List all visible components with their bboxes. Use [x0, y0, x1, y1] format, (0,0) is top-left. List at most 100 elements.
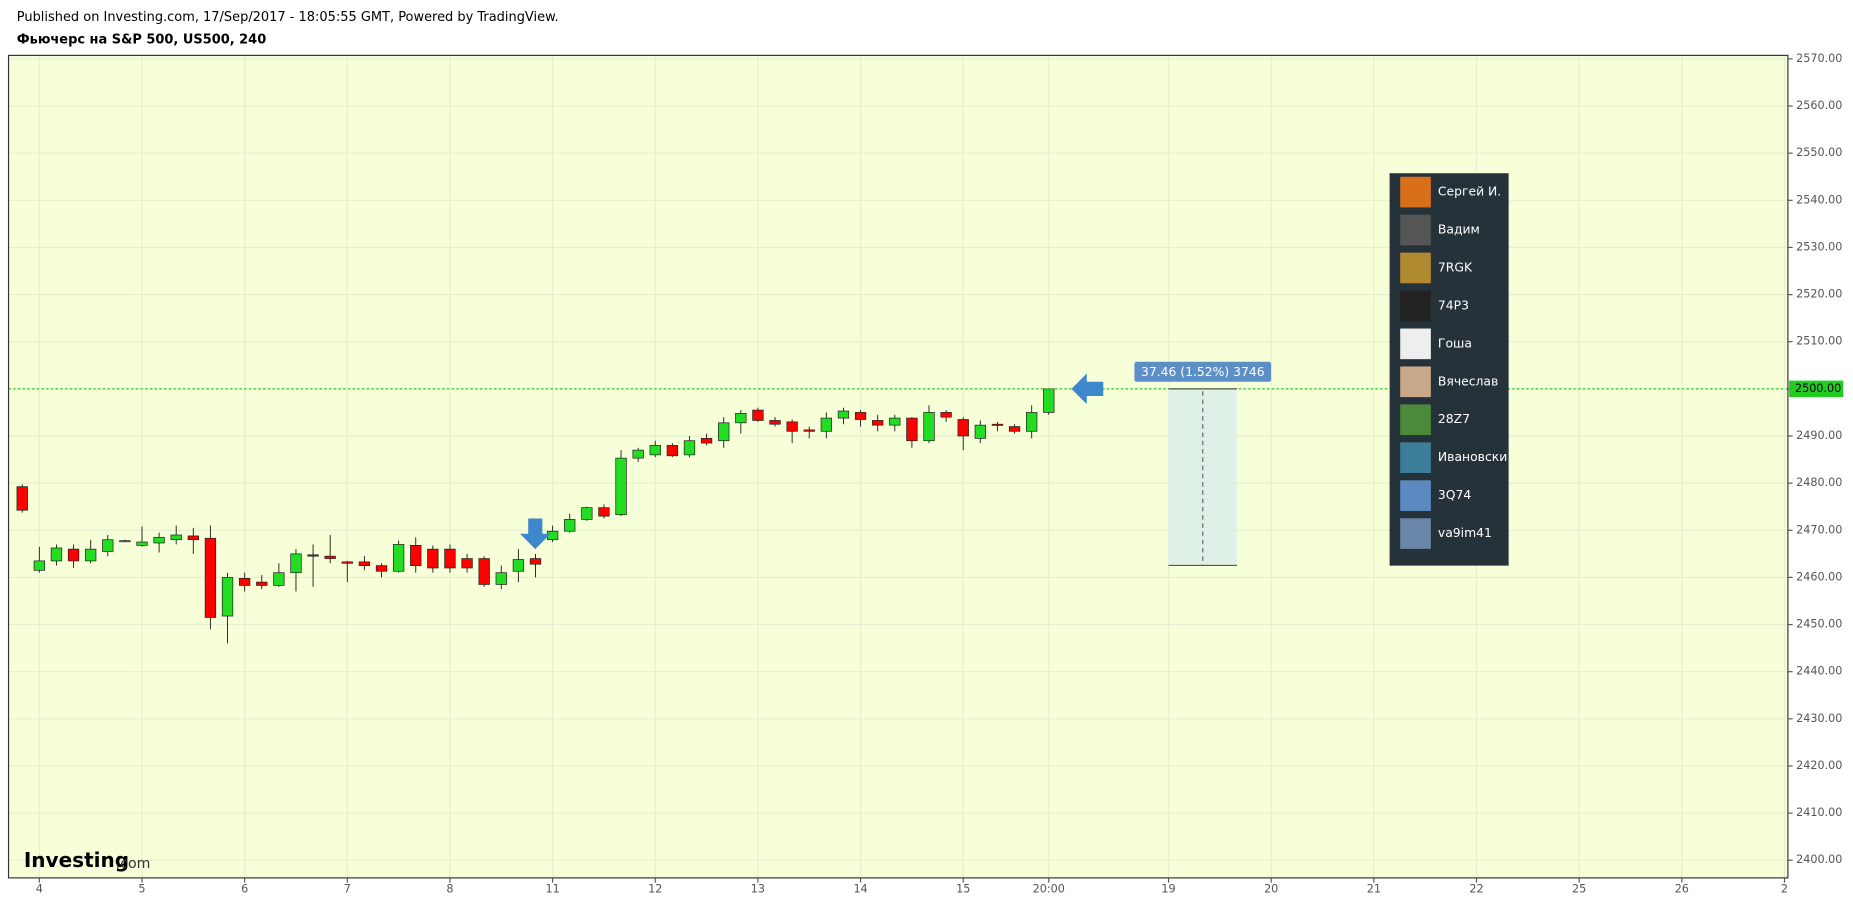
y-tick-label: 2470.00: [1796, 523, 1842, 536]
x-tick-label: 8: [446, 883, 453, 896]
watcher-name: va9im41: [1438, 526, 1492, 540]
candle-body: [649, 445, 661, 456]
y-tick-label: 2480.00: [1796, 476, 1842, 489]
x-tick-label: 26: [1675, 883, 1689, 896]
candle-body: [1008, 426, 1021, 432]
candle-body: [427, 548, 439, 569]
candle-body: [512, 559, 525, 572]
candle-body: [16, 486, 28, 511]
avatar: [1400, 252, 1431, 284]
watcher-name: 28Z7: [1438, 412, 1470, 426]
y-tick-label: 2530.00: [1796, 240, 1842, 253]
avatar: [1400, 366, 1431, 398]
candle-body: [1026, 412, 1038, 432]
x-tick-label: 20: [1264, 883, 1278, 896]
candle-body: [906, 417, 918, 442]
candle-body: [803, 429, 815, 432]
avatar: [1400, 480, 1431, 511]
x-tick-label: 13: [751, 883, 765, 896]
y-tick-label: 2440.00: [1796, 665, 1842, 678]
candle-body: [341, 561, 353, 564]
y-tick-label: 2400.00: [1796, 853, 1842, 866]
candle-body: [786, 421, 798, 432]
candle-body: [940, 412, 952, 418]
candle-body: [33, 560, 45, 571]
y-tick-label: 2430.00: [1796, 712, 1842, 725]
candle-body: [444, 548, 456, 569]
candle-body: [375, 565, 388, 572]
candle-body: [564, 519, 576, 532]
candle-body: [307, 554, 319, 557]
candle-body: [889, 417, 901, 426]
candle-body: [957, 419, 969, 437]
watcher-name: 74P3: [1438, 298, 1469, 312]
symbol-title: Фьючерс на S&P 500, US500, 240: [17, 33, 266, 48]
y-tick-label: 2560.00: [1796, 99, 1842, 112]
candle-body: [991, 423, 1004, 426]
candle-body: [324, 555, 336, 559]
candle-body: [102, 539, 114, 552]
candle-body: [974, 424, 987, 439]
candle-body: [854, 412, 867, 420]
last-price-tag: [1789, 380, 1844, 398]
candle-body: [85, 548, 97, 562]
y-tick-label: 2410.00: [1796, 806, 1842, 819]
candle-body: [136, 541, 148, 546]
candle-body: [683, 440, 696, 456]
published-note: Published on Investing.com, 17/Sep/2017 …: [17, 10, 559, 25]
watcher-name: Вячеслав: [1438, 374, 1498, 388]
candle-body: [529, 558, 542, 565]
x-tick-label: 14: [853, 883, 867, 896]
plot-border: [7, 54, 1789, 879]
candle-body: [769, 420, 781, 425]
avatar: [1400, 404, 1431, 436]
y-tick-label: 2520.00: [1796, 288, 1842, 301]
watcher-name: Сергей И.: [1438, 185, 1501, 199]
candle-body: [735, 413, 747, 424]
x-tick-label: 22: [1469, 883, 1483, 896]
measure-tag: [1134, 361, 1272, 382]
candle-body: [718, 422, 730, 442]
x-tick-label: 25: [1572, 883, 1586, 896]
watcher-name: 3Q74: [1438, 488, 1471, 502]
candle-body: [187, 535, 199, 541]
avatar: [1400, 290, 1431, 322]
plot-area: [8, 55, 1788, 878]
candle-body: [238, 577, 251, 586]
y-tick-label: 2420.00: [1796, 759, 1842, 772]
y-tick-label: 2550.00: [1796, 146, 1842, 159]
logo-brand: Investing: [24, 848, 129, 872]
avatar: [1400, 328, 1431, 360]
candle-body: [615, 457, 627, 516]
x-tick-label: 20:00: [1033, 883, 1065, 896]
watcher-name: 7RGK: [1438, 260, 1473, 274]
candle-body: [290, 553, 302, 574]
x-tick-label: 19: [1161, 883, 1175, 896]
candle-body: [119, 540, 131, 543]
candle-body: [67, 548, 80, 562]
candle-body: [256, 581, 268, 586]
avatar: [1400, 214, 1431, 246]
y-tick-label: 2490.00: [1796, 429, 1842, 442]
avatar: [1400, 442, 1431, 474]
candle-body: [50, 547, 63, 562]
candle-body: [495, 572, 507, 585]
y-tick-label: 2510.00: [1796, 335, 1842, 348]
x-tick-label: 4: [36, 883, 43, 896]
measure-label: 37.46 (1.52%) 3746: [1141, 365, 1265, 379]
watcher-name: Ивановски: [1438, 450, 1507, 464]
x-tick-label: 12: [648, 883, 662, 896]
candle-body: [632, 449, 644, 459]
logo-suffix: .com: [116, 856, 151, 872]
candle-body: [1043, 388, 1055, 413]
y-tick-label: 2450.00: [1796, 618, 1842, 631]
left-arrow: [1071, 373, 1104, 405]
x-tick-label: 21: [1367, 883, 1381, 896]
candle-body: [461, 558, 473, 569]
candle-body: [204, 537, 217, 618]
candle-body: [923, 412, 935, 442]
candle-body: [410, 545, 422, 566]
x-tick-label: 2: [1781, 883, 1788, 896]
